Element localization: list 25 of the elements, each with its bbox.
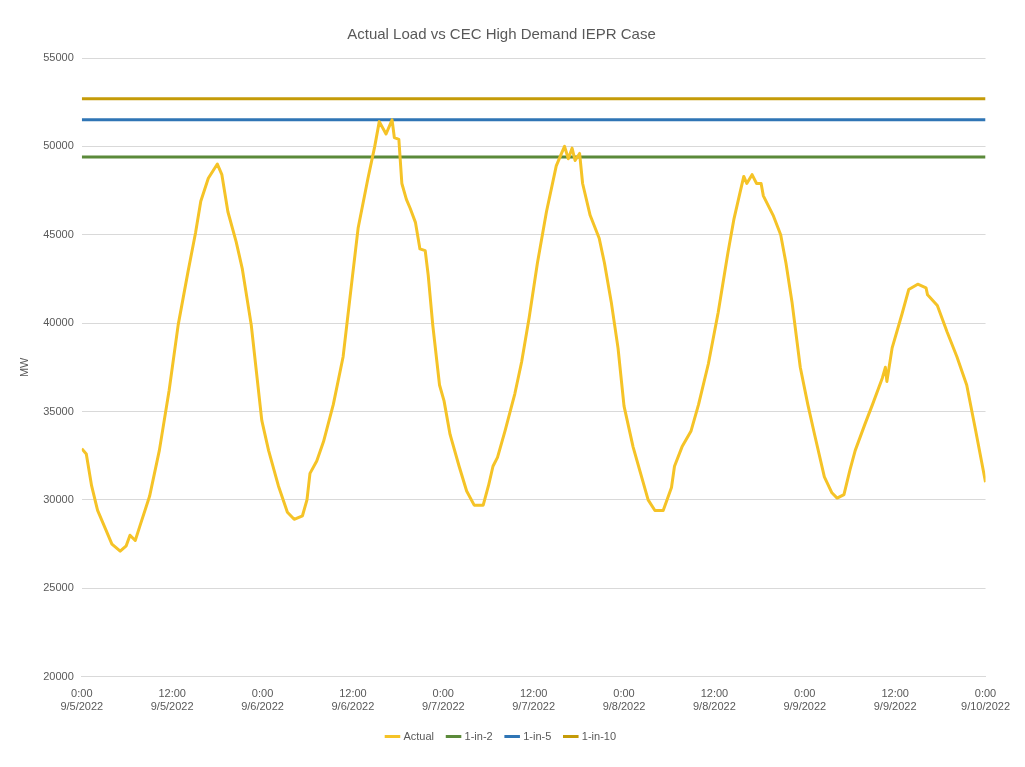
y-axis-title: MW [17,356,30,378]
y-tick-label: 30000 [43,492,74,505]
x-tick-label: 0:00 9/9/2022 [783,687,827,713]
x-tick-label: 0:00 9/10/2022 [961,687,1010,713]
y-tick-label: 35000 [43,404,74,417]
x-tick-label: 12:00 9/5/2022 [150,687,194,713]
y-tick-label: 55000 [43,51,74,64]
x-tick-label: 0:00 9/5/2022 [60,687,104,713]
y-tick-label: 25000 [43,581,74,594]
x-tick-label: 0:00 9/8/2022 [602,687,646,713]
x-tick-label: 12:00 9/8/2022 [692,687,736,713]
x-tick-label: 0:00 9/6/2022 [241,687,284,713]
chart-title: Actual Load vs CEC High Demand IEPR Case [347,25,656,43]
y-tick-label: 45000 [43,227,74,240]
x-tick-label: 0:00 9/7/2022 [421,687,465,713]
legend-label: 1-in-2 [464,729,493,742]
y-tick-label: 20000 [43,669,74,682]
legend-label: Actual [403,729,435,742]
x-tick-label: 12:00 9/7/2022 [512,687,556,713]
y-tick-label: 50000 [43,139,74,152]
x-tick-label: 12:00 9/9/2022 [873,687,917,713]
legend-label: 1-in-5 [523,729,552,742]
y-tick-label: 40000 [43,316,74,329]
x-tick-label: 12:00 9/6/2022 [331,687,375,713]
legend-label: 1-in-10 [581,729,617,742]
